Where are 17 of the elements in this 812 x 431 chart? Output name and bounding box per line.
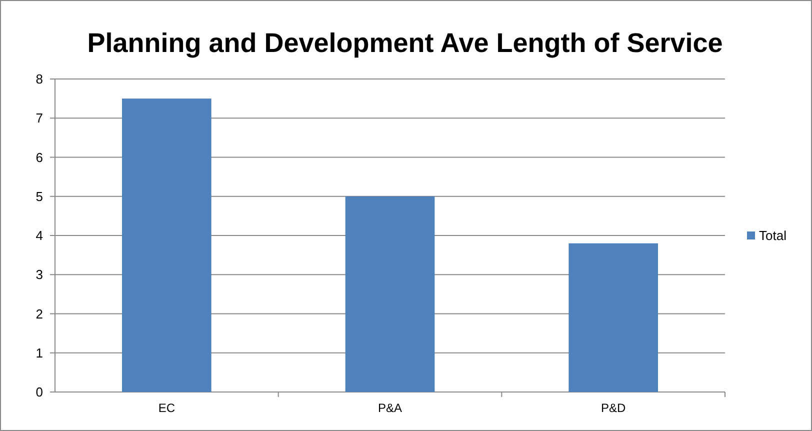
y-tick-label: 5 (36, 188, 43, 204)
y-tick-label: 6 (36, 150, 43, 165)
y-tick-label: 4 (36, 228, 43, 244)
x-tick-label: EC (158, 401, 176, 415)
x-tick-label: P&D (600, 401, 626, 415)
bar (568, 243, 658, 392)
legend-label: Total (759, 228, 787, 244)
y-tick-label: 0 (36, 384, 43, 400)
y-tick-label: 7 (36, 110, 43, 126)
y-tick-label: 3 (36, 267, 43, 282)
bar (122, 98, 212, 392)
x-tick-label: P&A (378, 401, 402, 415)
y-tick-label: 8 (36, 72, 43, 87)
bar (345, 196, 435, 392)
y-tick-label: 1 (36, 345, 43, 360)
y-tick-label: 2 (36, 306, 43, 322)
chart-title: Planning and Development Ave Length of Service (87, 28, 723, 58)
